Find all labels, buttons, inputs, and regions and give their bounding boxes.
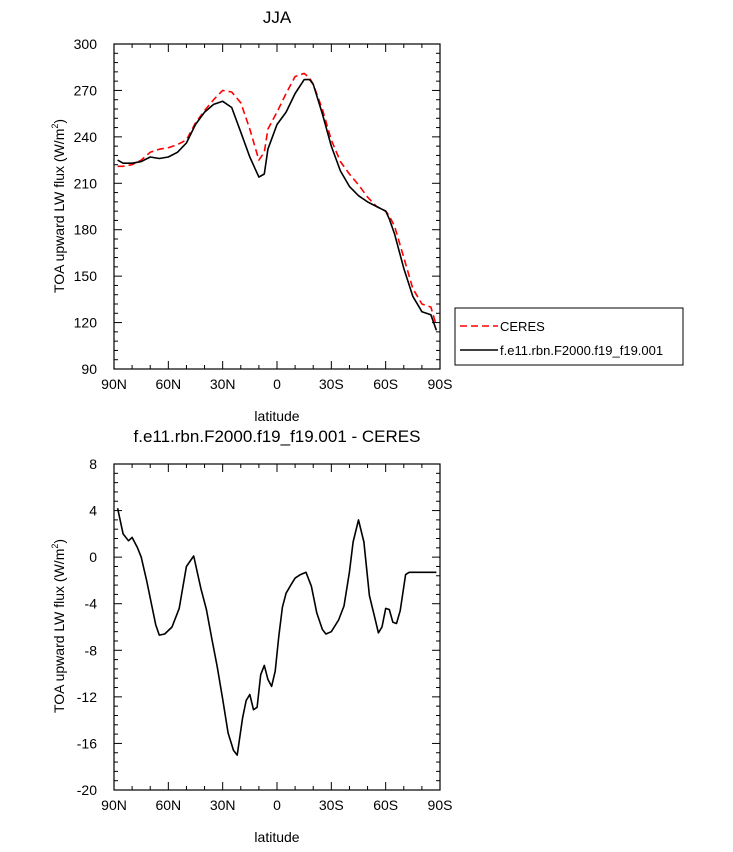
top-series-line-f-e11-rbn-f2000-f19-f19-001 [117,78,438,331]
top-x-axis-label: latitude [254,408,299,424]
top-x-tick-label: 60N [155,376,181,392]
top-x-tick-label: 90N [101,376,127,392]
bottom-x-tick-label: 30S [319,797,344,813]
top-y-axis-label: TOA upward LW flux (W/m2) [50,119,67,293]
top-y-tick-label: 240 [74,129,98,145]
legend: CERES f.e11.rbn.F2000.f19_f19.001 [454,307,684,366]
bottom-y-tick-label: 4 [89,503,97,519]
bottom-y-tick-label: 0 [89,549,97,565]
top-y-tick-label: 300 [74,36,98,52]
top-y-tick-label: 180 [74,222,98,238]
top-y-tick-label: 270 [74,82,98,98]
top-y-axis-label-sup: 2 [50,124,60,129]
bottom-x-tick-label: 0 [273,797,281,813]
bottom-panel: f.e11.rbn.F2000.f19_f19.001 - CERES 90N 6… [50,427,452,845]
top-chart-title: JJA [263,8,292,27]
bottom-y-tick-label: -16 [77,735,97,751]
bottom-x-axis-label: latitude [254,829,299,845]
bottom-y-tick-label: -12 [77,689,97,705]
bottom-x-tick-label: 60N [155,797,181,813]
top-series-layer [117,72,438,331]
bottom-y-tick-label: -8 [85,642,98,658]
bottom-x-tick-label: 60S [373,797,398,813]
top-y-tick-label: 210 [74,175,98,191]
top-y-axis-label-main: TOA upward LW flux (W/m [51,129,67,293]
bottom-y-tick-label: -4 [85,596,98,612]
top-panel: JJA 90N 60N 30N 0 30S 60S 90S 90 120 150 180 210 240… [50,8,684,424]
top-x-tick-label: 30N [210,376,236,392]
top-y-tick-label: 150 [74,268,98,284]
top-series-line-ceres [117,72,438,326]
top-x-tick-label: 0 [273,376,281,392]
bottom-chart-title: f.e11.rbn.F2000.f19_f19.001 - CERES [134,427,421,446]
bottom-y-tick-label: -20 [77,782,97,798]
bottom-y-axis-label: TOA upward LW flux (W/m2) [50,539,67,713]
bottom-y-axis-label-main: TOA upward LW flux (W/m [51,549,67,713]
legend-label-model: f.e11.rbn.F2000.f19_f19.001 [500,343,663,358]
top-x-tick-label: 60S [373,376,398,392]
top-x-tick-label: 90S [428,376,453,392]
top-plot-frame [113,43,441,370]
bottom-plot-frame [113,463,441,791]
bottom-y-axis-label-sup: 2 [50,544,60,549]
bottom-series-layer [116,508,437,756]
bottom-y-tick-label: 8 [89,456,97,472]
legend-box [454,307,684,366]
top-y-tick-label: 90 [81,361,97,377]
top-y-tick-label: 120 [74,315,98,331]
top-y-axis-label-close: ) [51,119,67,124]
bottom-x-tick-label: 90N [101,797,127,813]
bottom-y-axis-label-close: ) [51,539,67,544]
bottom-x-tick-label: 30N [210,797,236,813]
legend-label-ceres: CERES [500,319,545,334]
bottom-x-tick-label: 90S [428,797,453,813]
bottom-ticks-layer: 90N 60N 30N 0 30S 60S 90S -20 -16 -12 -8 -4 0 4 8 [77,456,453,813]
bottom-series-line-0 [116,508,437,756]
top-ticks-layer: 90N 60N 30N 0 30S 60S 90S 90 120 150 180 210 240 270 3… [74,36,453,392]
top-x-tick-label: 30S [319,376,344,392]
